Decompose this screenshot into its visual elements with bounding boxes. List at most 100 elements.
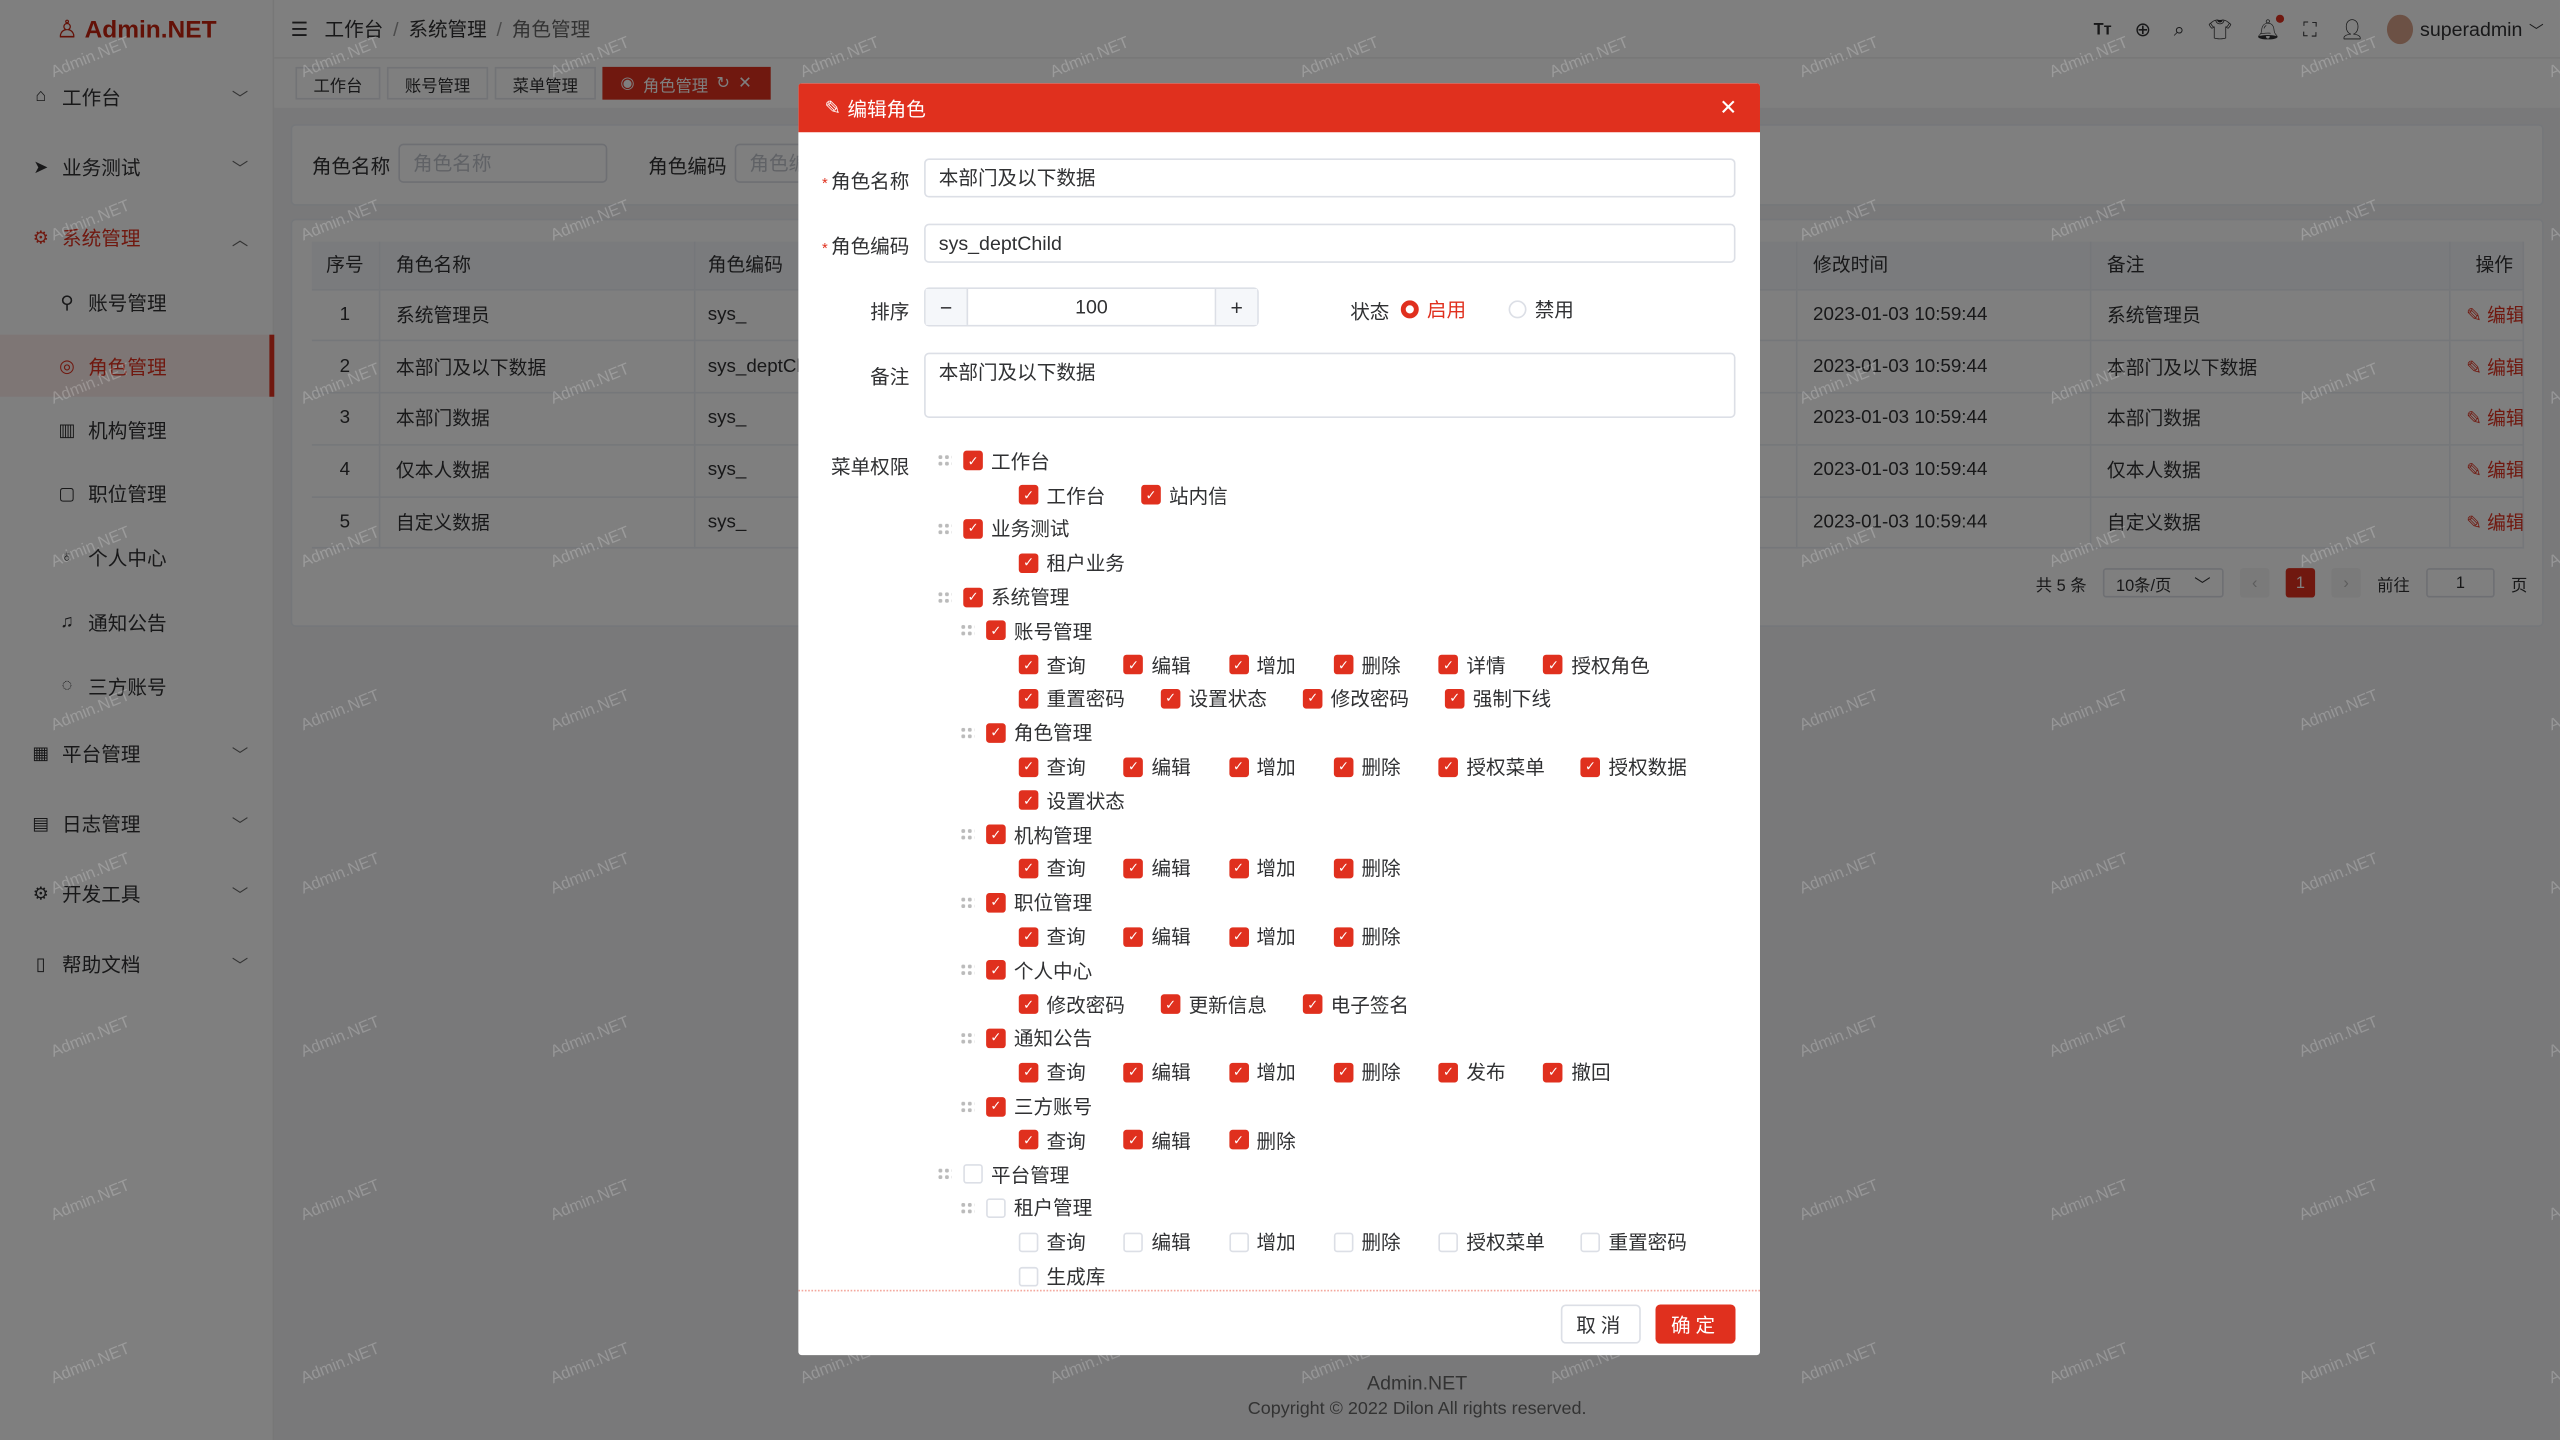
checkbox[interactable]: ✓ — [1228, 756, 1249, 777]
drag-handle-icon[interactable] — [959, 895, 975, 909]
checkbox[interactable]: ✓ — [1018, 688, 1039, 709]
checkbox[interactable]: ✓ — [1160, 994, 1181, 1015]
permission-item[interactable]: ✓ 编辑 — [1123, 651, 1229, 679]
checkbox[interactable]: ✓ — [1018, 485, 1039, 505]
checkbox[interactable] — [1018, 1266, 1039, 1286]
order-stepper[interactable]: − 100 + — [924, 287, 1259, 327]
permission-item[interactable]: ✓ 查询 — [1018, 651, 1124, 679]
permission-item[interactable]: ✓ 查询 — [1018, 923, 1124, 951]
checkbox[interactable] — [1123, 1232, 1144, 1252]
permission-item[interactable]: ✓ 增加 — [1228, 855, 1334, 883]
permission-item[interactable]: ✓ 详情 — [1438, 651, 1544, 679]
drag-handle-icon[interactable] — [959, 1031, 975, 1045]
checkbox[interactable]: ✓ — [1333, 756, 1354, 777]
permission-item[interactable]: ✓ 删除 — [1228, 1126, 1334, 1154]
checkbox[interactable]: ✓ — [986, 621, 1006, 641]
order-value[interactable]: 100 — [966, 288, 1217, 325]
checkbox[interactable]: ✓ — [1543, 654, 1564, 675]
permission-item[interactable]: ✓ 授权角色 — [1543, 651, 1686, 679]
checkbox[interactable]: ✓ — [1333, 926, 1354, 947]
permission-item[interactable]: ✓ 修改密码 — [1018, 990, 1161, 1018]
permission-item[interactable]: ✓ 授权数据 — [1580, 753, 1723, 781]
checkbox[interactable] — [986, 1198, 1006, 1218]
drag-handle-icon[interactable] — [959, 1201, 975, 1215]
permission-item[interactable]: 编辑 — [1123, 1228, 1229, 1256]
permission-item[interactable]: ✓ 撤回 — [1543, 1058, 1649, 1086]
permission-item[interactable]: ✓ 删除 — [1333, 855, 1439, 883]
permission-item[interactable]: ✓ 增加 — [1228, 923, 1334, 951]
checkbox[interactable]: ✓ — [1018, 994, 1039, 1015]
permission-item[interactable]: 授权菜单 — [1438, 1228, 1581, 1256]
permission-item[interactable]: 增加 — [1228, 1228, 1334, 1256]
checkbox[interactable]: ✓ — [1018, 1130, 1039, 1150]
checkbox[interactable]: ✓ — [986, 1096, 1006, 1116]
remark-textarea[interactable]: 本部门及以下数据 — [924, 352, 1736, 418]
checkbox[interactable]: ✓ — [1123, 926, 1144, 947]
checkbox[interactable] — [1580, 1232, 1601, 1252]
checkbox[interactable]: ✓ — [1444, 688, 1465, 709]
drag-handle-icon[interactable] — [959, 828, 975, 842]
decrement-button[interactable]: − — [925, 288, 967, 325]
drag-handle-icon[interactable] — [959, 624, 975, 638]
permission-item[interactable]: ✓ 设置状态 — [1018, 787, 1161, 815]
checkbox[interactable]: ✓ — [1580, 756, 1601, 777]
checkbox[interactable]: ✓ — [1123, 756, 1144, 777]
checkbox[interactable]: ✓ — [1543, 1062, 1564, 1083]
permission-item[interactable]: ✓ 编辑 — [1123, 855, 1229, 883]
role-name-input[interactable]: 本部门及以下数据 — [924, 158, 1736, 198]
permission-item[interactable]: ✓ 查询 — [1018, 1126, 1124, 1154]
permission-item[interactable]: ✓ 授权菜单 — [1438, 753, 1581, 781]
checkbox[interactable]: ✓ — [1018, 790, 1039, 811]
permission-item[interactable]: ✓ 增加 — [1228, 753, 1334, 781]
checkbox[interactable]: ✓ — [1438, 756, 1459, 777]
checkbox[interactable]: ✓ — [986, 1028, 1006, 1049]
permission-item[interactable]: 生成库 — [1018, 1262, 1141, 1290]
checkbox[interactable]: ✓ — [1018, 1062, 1039, 1083]
checkbox[interactable]: ✓ — [986, 722, 1006, 743]
role-code-input[interactable]: sys_deptChild — [924, 223, 1736, 263]
drag-handle-icon[interactable] — [959, 963, 975, 977]
permission-item[interactable]: 查询 — [1018, 1228, 1124, 1256]
permission-item[interactable]: ✓ 更新信息 — [1160, 990, 1303, 1018]
permission-item[interactable]: ✓ 增加 — [1228, 1058, 1334, 1086]
checkbox[interactable]: ✓ — [1438, 654, 1459, 675]
checkbox[interactable] — [963, 1164, 983, 1184]
permission-item[interactable]: ✓ 修改密码 — [1302, 685, 1445, 713]
drag-handle-icon[interactable] — [937, 454, 952, 468]
checkbox[interactable]: ✓ — [1228, 654, 1249, 675]
drag-handle-icon[interactable] — [937, 590, 952, 604]
dialog-close-icon[interactable]: ✕ — [1719, 94, 1738, 120]
checkbox[interactable]: ✓ — [1228, 926, 1249, 947]
permission-item[interactable]: ✓ 编辑 — [1123, 923, 1229, 951]
permission-item[interactable]: 删除 — [1333, 1228, 1439, 1256]
permission-item[interactable]: 重置密码 — [1580, 1228, 1723, 1256]
permission-item[interactable]: ✓ 增加 — [1228, 651, 1334, 679]
checkbox[interactable] — [1438, 1232, 1459, 1252]
checkbox[interactable]: ✓ — [1018, 553, 1039, 573]
permission-item[interactable]: ✓ 重置密码 — [1018, 685, 1161, 713]
checkbox[interactable]: ✓ — [963, 519, 983, 539]
checkbox[interactable]: ✓ — [1302, 688, 1323, 709]
checkbox[interactable] — [1333, 1232, 1354, 1252]
checkbox[interactable]: ✓ — [986, 892, 1006, 913]
drag-handle-icon[interactable] — [959, 1099, 975, 1113]
permission-item[interactable]: ✓ 查询 — [1018, 855, 1124, 883]
checkbox[interactable]: ✓ — [1160, 688, 1181, 709]
drag-handle-icon[interactable] — [937, 522, 952, 536]
permission-item[interactable]: ✓ 电子签名 — [1302, 990, 1445, 1018]
permission-item[interactable]: ✓ 工作台 — [1018, 481, 1141, 509]
permission-item[interactable]: ✓ 查询 — [1018, 753, 1124, 781]
permission-item[interactable]: ✓ 编辑 — [1123, 1058, 1229, 1086]
permission-item[interactable]: ✓ 发布 — [1438, 1058, 1544, 1086]
checkbox[interactable] — [1018, 1232, 1039, 1252]
status-disabled-radio[interactable]: 禁用 — [1508, 296, 1574, 324]
permission-item[interactable]: ✓ 编辑 — [1123, 753, 1229, 781]
checkbox[interactable]: ✓ — [1123, 1062, 1144, 1083]
permission-item[interactable]: ✓ 删除 — [1333, 923, 1439, 951]
checkbox[interactable]: ✓ — [963, 451, 983, 471]
increment-button[interactable]: + — [1216, 288, 1258, 325]
checkbox[interactable]: ✓ — [986, 960, 1006, 981]
status-enabled-radio[interactable]: 启用 — [1400, 296, 1466, 324]
checkbox[interactable]: ✓ — [1141, 485, 1161, 505]
permission-item[interactable]: ✓ 查询 — [1018, 1058, 1124, 1086]
